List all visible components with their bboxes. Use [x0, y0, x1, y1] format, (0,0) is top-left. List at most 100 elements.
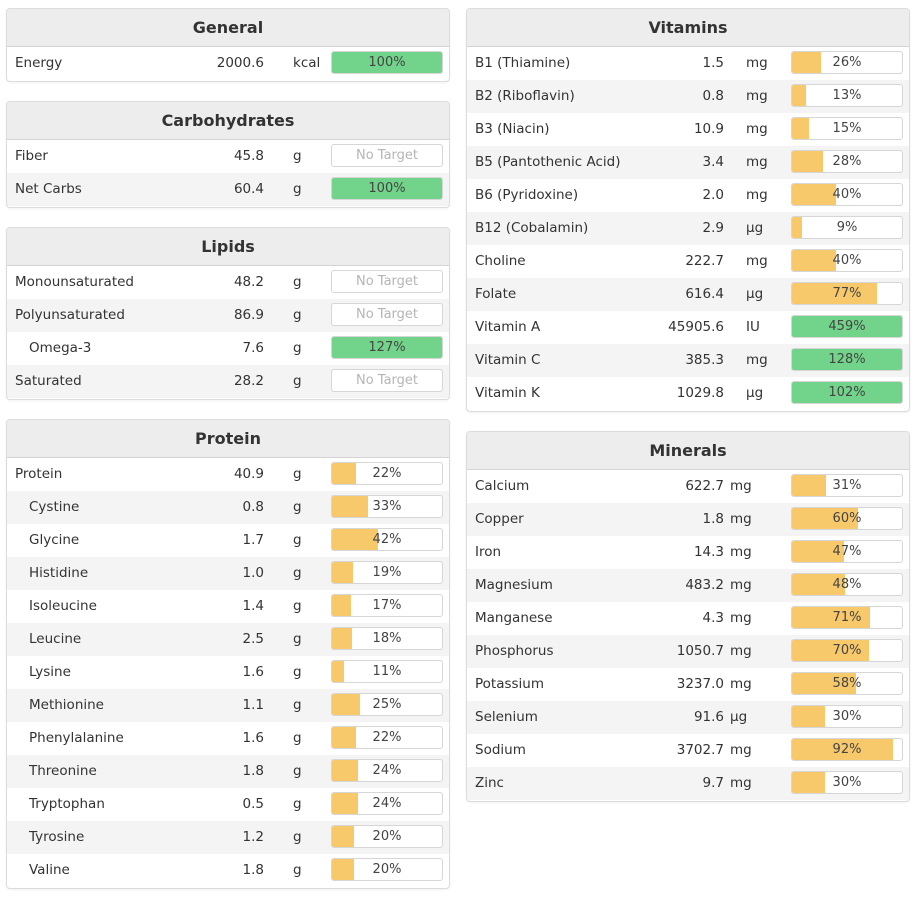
carbohydrates-rows: Fiber 45.8 g No Target Net Carbs 60.4 g 100%: [7, 140, 449, 206]
nutrient-amount: 45905.6: [668, 319, 724, 335]
nutrient-name: Lysine: [29, 664, 71, 680]
progress-fill: [332, 859, 354, 880]
nutrient-row: Isoleucine 1.4 g 17%: [7, 590, 449, 623]
nutrient-row: Copper 1.8 mg 60%: [467, 503, 909, 536]
protein-rows: Protein 40.9 g 22% Cystine 0.8 g 33% Glycine 1.7 g…: [7, 458, 449, 887]
target-progress-bar: 33%: [331, 495, 443, 518]
nutrient-name: Calcium: [475, 478, 530, 494]
nutrient-unit: g: [293, 829, 302, 845]
nutrient-name: Vitamin K: [475, 385, 540, 401]
nutrient-name: Methionine: [29, 697, 104, 713]
target-progress-bar: 17%: [331, 594, 443, 617]
nutrient-unit: µg: [746, 385, 764, 401]
nutrient-row: Valine 1.8 g 20%: [7, 854, 449, 887]
progress-fill: [792, 217, 802, 238]
progress-percent: 11%: [372, 664, 402, 679]
nutrient-amount: 0.8: [702, 88, 724, 104]
nutrient-name: Tryptophan: [29, 796, 105, 812]
progress-fill: [792, 475, 827, 496]
progress-fill: [792, 283, 877, 304]
progress-percent: 100%: [368, 181, 406, 196]
target-progress-bar: 31%: [791, 474, 903, 497]
target-progress-bar: 13%: [791, 84, 903, 107]
nutrient-amount: 4.3: [702, 610, 724, 626]
nutrient-unit: mg: [746, 121, 768, 137]
progress-fill: [792, 151, 823, 172]
progress-percent: 31%: [832, 478, 862, 493]
nutrient-unit: g: [293, 148, 302, 164]
nutrient-amount: 2.5: [242, 631, 264, 647]
progress-fill: [792, 349, 902, 370]
nutrient-amount: 2.9: [702, 220, 724, 236]
nutrient-amount: 1.1: [242, 697, 264, 713]
nutrient-unit: g: [293, 862, 302, 878]
nutrient-name: Phosphorus: [475, 643, 554, 659]
target-progress-bar: 18%: [331, 627, 443, 650]
nutrient-name: B3 (Niacin): [475, 121, 550, 137]
nutrient-unit: mg: [746, 88, 768, 104]
progress-fill: [792, 52, 821, 73]
target-progress-bar: 40%: [791, 249, 903, 272]
nutrient-row: Saturated 28.2 g No Target: [7, 365, 449, 398]
nutrient-unit: g: [293, 730, 302, 746]
nutrient-amount: 385.3: [685, 352, 724, 368]
nutrient-unit: g: [293, 631, 302, 647]
nutrient-unit: µg: [746, 220, 764, 236]
progress-percent: 26%: [832, 55, 862, 70]
target-progress-bar: 9%: [791, 216, 903, 239]
nutrient-name: B1 (Thiamine): [475, 55, 571, 71]
nutrient-unit: mg: [730, 478, 752, 494]
minerals-panel: Minerals Calcium 622.7 mg 31% Copper 1.8 mg 60%…: [466, 431, 910, 802]
progress-fill: [792, 250, 836, 271]
nutrient-row: Energy 2000.6 kcal 100%: [7, 47, 449, 80]
nutrient-unit: mg: [746, 253, 768, 269]
progress-percent: 48%: [832, 577, 862, 592]
panel-title: Minerals: [467, 432, 909, 470]
progress-percent: 71%: [832, 610, 862, 625]
nutrient-row: Cystine 0.8 g 33%: [7, 491, 449, 524]
nutrient-unit: g: [293, 373, 302, 389]
nutrient-amount: 1.8: [702, 511, 724, 527]
panel-title: General: [7, 9, 449, 47]
carbohydrates-panel: Carbohydrates Fiber 45.8 g No Target Net Car…: [6, 101, 450, 208]
nutrient-row: Net Carbs 60.4 g 100%: [7, 173, 449, 206]
nutrient-name: B6 (Pyridoxine): [475, 187, 579, 203]
progress-percent: 15%: [832, 121, 862, 136]
target-progress-bar: 24%: [331, 759, 443, 782]
nutrient-amount: 2000.6: [216, 55, 264, 71]
nutrient-name: Protein: [15, 466, 63, 482]
nutrient-unit: µg: [746, 286, 764, 302]
progress-percent: 77%: [832, 286, 862, 301]
progress-percent: 42%: [372, 532, 402, 547]
panel-title: Vitamins: [467, 9, 909, 47]
nutrient-amount: 1.8: [242, 763, 264, 779]
nutrient-amount: 14.3: [693, 544, 724, 560]
nutrient-name: Glycine: [29, 532, 80, 548]
nutrient-name: Vitamin C: [475, 352, 541, 368]
nutrient-name: Copper: [475, 511, 524, 527]
progress-percent: No Target: [355, 307, 419, 322]
progress-percent: 128%: [828, 352, 866, 367]
nutrient-row: Choline 222.7 mg 40%: [467, 245, 909, 278]
nutrient-name: Manganese: [475, 610, 553, 626]
nutrient-amount: 28.2: [233, 373, 264, 389]
progress-fill: [792, 316, 902, 337]
progress-percent: 22%: [372, 730, 402, 745]
target-progress-bar: 24%: [331, 792, 443, 815]
nutrient-unit: g: [293, 598, 302, 614]
nutrient-row: Threonine 1.8 g 24%: [7, 755, 449, 788]
progress-percent: 58%: [832, 676, 862, 691]
nutrient-unit: g: [293, 499, 302, 515]
progress-fill: [792, 574, 845, 595]
nutrient-row: Zinc 9.7 mg 30%: [467, 767, 909, 800]
progress-fill: [332, 694, 360, 715]
nutrient-name: Potassium: [475, 676, 545, 692]
progress-percent: 92%: [832, 742, 862, 757]
progress-fill: [792, 772, 825, 793]
nutrient-unit: g: [293, 274, 302, 290]
nutrient-unit: mg: [730, 775, 752, 791]
nutrient-name: Folate: [475, 286, 517, 302]
progress-fill: [332, 529, 379, 550]
panel-title: Protein: [7, 420, 449, 458]
nutrient-name: Histidine: [29, 565, 89, 581]
